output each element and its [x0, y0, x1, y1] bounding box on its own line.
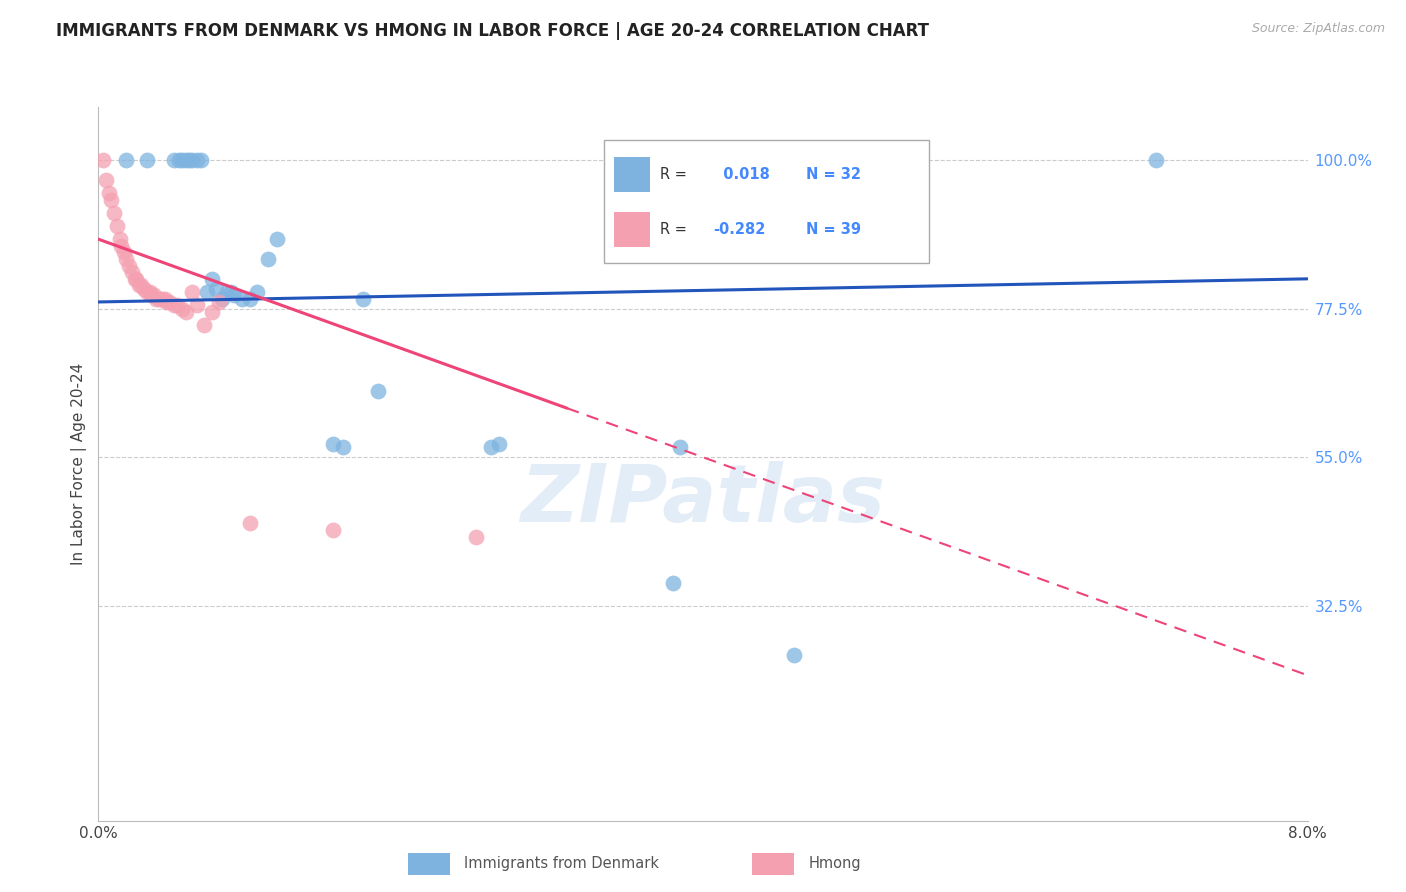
- Point: [193, 318, 215, 332]
- Point: [215, 285, 238, 299]
- Bar: [613, 157, 650, 192]
- Point: [118, 259, 141, 273]
- Point: [103, 206, 125, 220]
- Point: [201, 272, 224, 286]
- Point: [91, 153, 114, 167]
- Point: [669, 440, 692, 454]
- Point: [367, 384, 389, 399]
- Point: [100, 193, 122, 207]
- Point: [129, 278, 152, 293]
- Point: [322, 437, 344, 451]
- Point: [322, 523, 344, 537]
- Point: [211, 292, 233, 306]
- Text: N = 32: N = 32: [807, 167, 862, 182]
- Point: [108, 232, 131, 246]
- Point: [167, 153, 190, 167]
- Point: [332, 440, 354, 454]
- Point: [239, 292, 262, 306]
- Point: [488, 437, 510, 451]
- Point: [201, 305, 224, 319]
- Point: [150, 292, 173, 306]
- Point: [110, 239, 132, 253]
- Point: [145, 292, 167, 306]
- Point: [163, 298, 186, 312]
- Point: [121, 265, 143, 279]
- Point: [170, 301, 193, 316]
- Point: [221, 285, 243, 299]
- Point: [195, 285, 218, 299]
- Point: [224, 288, 246, 302]
- Text: ZIPatlas: ZIPatlas: [520, 460, 886, 539]
- Point: [1146, 153, 1168, 167]
- Bar: [752, 853, 794, 875]
- Text: Source: ZipAtlas.com: Source: ZipAtlas.com: [1251, 22, 1385, 36]
- Text: R =: R =: [659, 167, 688, 182]
- Text: IMMIGRANTS FROM DENMARK VS HMONG IN LABOR FORCE | AGE 20-24 CORRELATION CHART: IMMIGRANTS FROM DENMARK VS HMONG IN LABO…: [56, 22, 929, 40]
- Text: N = 39: N = 39: [807, 221, 862, 236]
- Point: [155, 295, 177, 310]
- Point: [170, 153, 193, 167]
- Point: [128, 278, 150, 293]
- Point: [148, 292, 170, 306]
- FancyBboxPatch shape: [603, 140, 929, 263]
- Point: [174, 153, 197, 167]
- Text: Hmong: Hmong: [808, 855, 860, 871]
- Point: [231, 292, 253, 306]
- Point: [141, 288, 163, 302]
- Y-axis label: In Labor Force | Age 20-24: In Labor Force | Age 20-24: [72, 363, 87, 565]
- Point: [205, 282, 228, 296]
- Point: [124, 272, 146, 286]
- Point: [94, 172, 117, 186]
- Point: [98, 186, 121, 200]
- Point: [143, 288, 166, 302]
- Point: [208, 295, 231, 310]
- Point: [352, 292, 374, 306]
- Point: [135, 285, 157, 299]
- Bar: [613, 211, 650, 246]
- Point: [139, 285, 162, 299]
- Point: [186, 298, 208, 312]
- Point: [132, 282, 155, 296]
- Point: [174, 305, 197, 319]
- Point: [181, 153, 204, 167]
- Point: [465, 529, 488, 543]
- Point: [179, 153, 201, 167]
- Point: [481, 440, 503, 454]
- Point: [239, 516, 262, 531]
- Point: [266, 232, 288, 246]
- Point: [782, 648, 804, 663]
- Point: [125, 272, 148, 286]
- Point: [190, 153, 212, 167]
- Point: [662, 575, 685, 590]
- Point: [114, 153, 136, 167]
- Point: [112, 245, 135, 260]
- Text: -0.282: -0.282: [713, 221, 766, 236]
- Text: R =: R =: [659, 221, 688, 236]
- Text: Immigrants from Denmark: Immigrants from Denmark: [464, 855, 659, 871]
- Point: [256, 252, 278, 266]
- Bar: [408, 853, 450, 875]
- Point: [246, 285, 269, 299]
- Point: [114, 252, 136, 266]
- Point: [166, 298, 188, 312]
- Point: [105, 219, 128, 233]
- Text: 0.018: 0.018: [713, 167, 770, 182]
- Point: [159, 295, 181, 310]
- Point: [163, 153, 186, 167]
- Point: [153, 292, 176, 306]
- Point: [186, 153, 208, 167]
- Point: [135, 153, 157, 167]
- Point: [181, 285, 204, 299]
